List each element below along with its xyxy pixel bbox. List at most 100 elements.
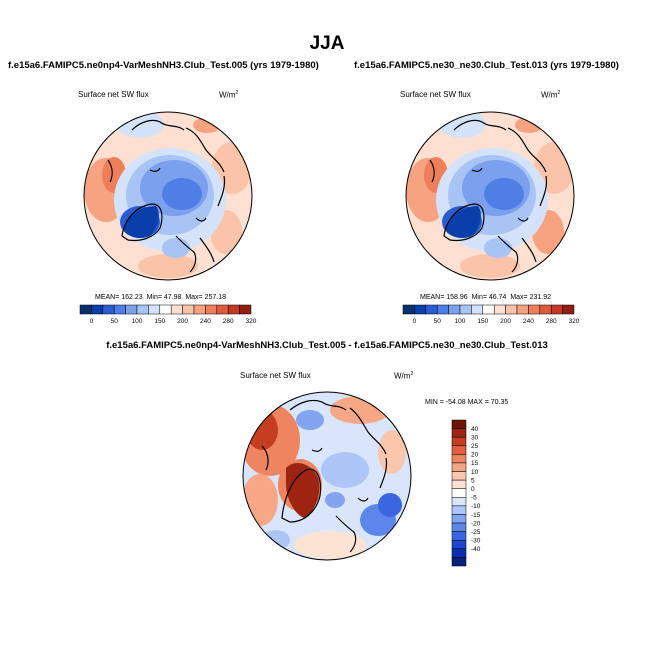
warm-region (460, 254, 520, 278)
greenland-region (124, 206, 159, 238)
panel1-colorbar-box (125, 304, 138, 315)
panel2-colorbar-box (539, 304, 552, 315)
map-border (83, 111, 253, 281)
cool-region (321, 452, 369, 488)
difference-colorbar-box (451, 505, 467, 515)
cool-region (162, 238, 190, 258)
difference-colorbar-box (451, 445, 467, 455)
difference-colorbar-box (451, 531, 467, 541)
difference-colorbar-tick-label: -5 (471, 495, 477, 502)
panel2-stats: MEAN= 158.96 Min= 46.74 Max= 231.92 (420, 294, 552, 301)
figure-title: JJA (309, 33, 345, 54)
difference-colorbar-box (451, 454, 467, 464)
panel2-colorbar-tick-label: 50 (434, 318, 442, 325)
warm-region (193, 117, 221, 133)
difference-colorbar-box (451, 488, 467, 498)
warm-region (378, 430, 406, 474)
panel1-variable-label: Surface net SW flux (78, 90, 149, 99)
panel1-colorbar-box (136, 304, 149, 315)
panel2-colorbar-tick-label: 150 (477, 318, 488, 325)
difference-polar-map (242, 391, 412, 561)
panel1-colorbar-box (170, 304, 183, 315)
panel1-colorbar-box (113, 304, 126, 315)
difference-colorbar-box (451, 497, 467, 507)
panel2-colorbar-box (471, 304, 484, 315)
difference-colorbar-box (451, 514, 467, 524)
difference-colorbar-box (451, 428, 467, 438)
panel2-colorbar-tick-label: 280 (546, 318, 557, 325)
panel1-units-label: W/m2 (219, 90, 239, 100)
difference-colorbar-tick-label: -15 (471, 512, 481, 519)
panel1-colorbar-box (102, 304, 115, 315)
panel2-colorbar-tick-label: 0 (413, 318, 417, 325)
warm-region (294, 531, 366, 559)
panel1-colorbar: 0 50 100 150 200 240 280 320 (79, 304, 257, 325)
panel2-variable-label: Surface net SW flux (400, 90, 471, 99)
coastlines (107, 119, 226, 273)
panel1-colorbar-box (182, 304, 195, 315)
panel1-colorbar-box (148, 304, 161, 315)
panel1-colorbar-box (205, 304, 218, 315)
panel2-colorbar: 0 50 100 150 200 240 280 320 (402, 304, 580, 325)
panel1-colorbar-tick-label: 200 (177, 318, 188, 325)
panel2-colorbar-box (448, 304, 461, 315)
map-border (405, 111, 575, 281)
cool-region (296, 410, 324, 430)
cool-region (162, 178, 202, 210)
panel2-colorbar-box (459, 304, 472, 315)
panel1-polar-map (83, 111, 253, 281)
warm-region (138, 254, 198, 278)
panel1-colorbar-box (227, 304, 240, 315)
panel2-colorbar-tick-label: 240 (523, 318, 534, 325)
warm-region (246, 410, 278, 450)
panel2-colorbar-tick-label: 200 (500, 318, 511, 325)
panel2-colorbar-box (505, 304, 518, 315)
panel1-colorbar-tick-label: 0 (90, 318, 94, 325)
map-border (242, 391, 412, 561)
cool-region (484, 238, 512, 258)
panel1-colorbar-tick-label: 240 (200, 318, 211, 325)
panel1-colorbar-tick-label: 280 (223, 318, 234, 325)
coastlines (261, 399, 388, 553)
difference-colorbar-box (451, 462, 467, 472)
panel2-colorbar-tick-label: 320 (569, 318, 580, 325)
difference-title: f.e15a6.FAMIPC5.ne0np4-VarMeshNH3.Club_T… (106, 340, 548, 351)
difference-colorbar-tick-label: 5 (471, 477, 475, 484)
panel1-colorbar-tick-label: 150 (154, 318, 165, 325)
panel2-title: f.e15a6.FAMIPC5.ne30_ne30.Club_Test.013 … (354, 60, 619, 71)
difference-colorbar-tick-label: 15 (471, 460, 479, 467)
panel1-colorbar-box (193, 304, 206, 315)
warm-region (243, 474, 278, 526)
difference-colorbar-box (451, 557, 467, 567)
panel2-colorbar-box (482, 304, 495, 315)
cool-region (484, 178, 524, 210)
panel2-colorbar-tick-label: 100 (455, 318, 466, 325)
difference-colorbar-tick-label: -30 (471, 538, 481, 545)
difference-colorbar-tick-label: 25 (471, 443, 479, 450)
panel1-colorbar-tick-label: 50 (111, 318, 119, 325)
panel2-colorbar-box (425, 304, 438, 315)
difference-colorbar-box (451, 522, 467, 532)
difference-colorbar-box (451, 471, 467, 481)
greenland-difference (286, 463, 320, 518)
difference-colorbar-tick-label: 0 (471, 486, 475, 493)
coastlines (429, 119, 548, 273)
panel1-colorbar-box (239, 304, 252, 315)
difference-colorbar-tick-label: 40 (471, 426, 479, 433)
panel2-colorbar-box (562, 304, 575, 315)
panel1-colorbar-box (159, 304, 172, 315)
panel2-colorbar-box (414, 304, 427, 315)
difference-units-label: W/m2 (394, 371, 414, 381)
panel2-units-label: W/m2 (541, 90, 561, 100)
difference-colorbar-box (451, 419, 467, 429)
panel2-colorbar-box (402, 304, 415, 315)
difference-colorbar-tick-label: -25 (471, 529, 481, 536)
difference-variable-label: Surface net SW flux (240, 371, 311, 380)
panel1-stats: MEAN= 162.23 Min= 47.98 Max= 257.18 (95, 294, 227, 301)
panel1-colorbar-box (216, 304, 229, 315)
panel2-polar-map (405, 111, 575, 281)
difference-colorbar-tick-label: -20 (471, 520, 481, 527)
difference-colorbar-box (451, 539, 467, 550)
